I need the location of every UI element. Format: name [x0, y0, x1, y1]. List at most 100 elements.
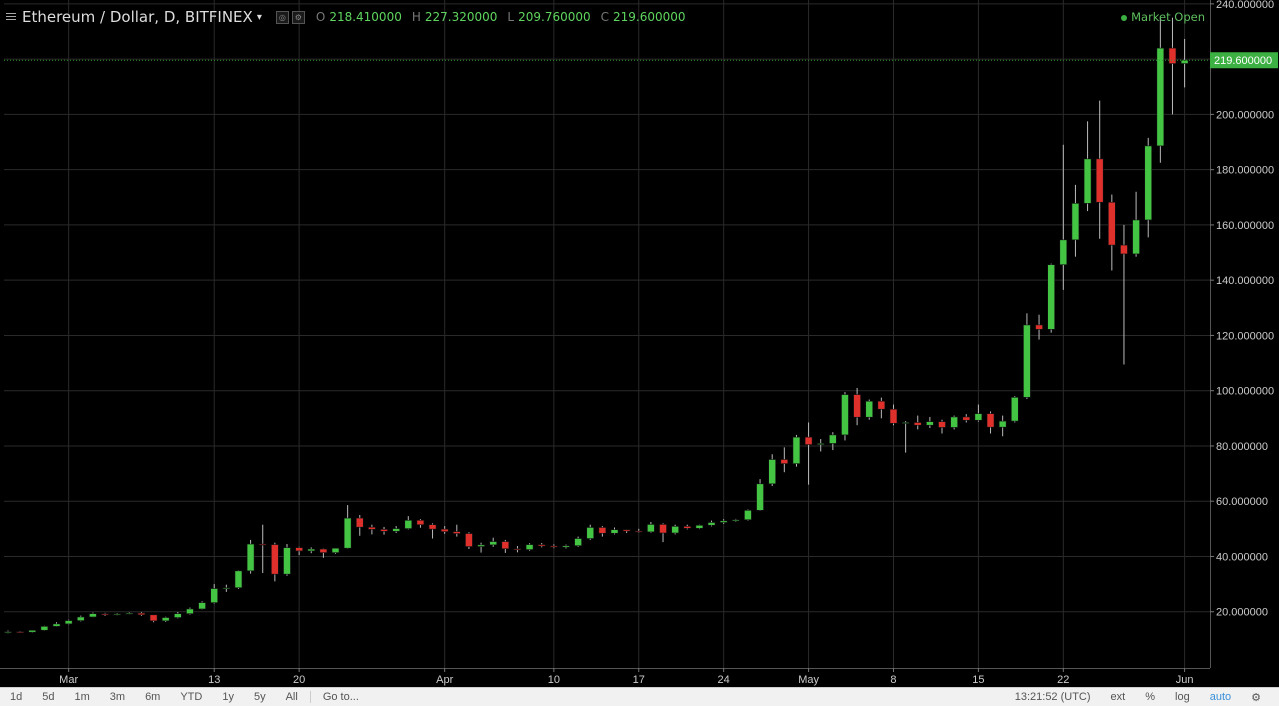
settings-icon[interactable]: ◎ — [275, 10, 289, 24]
candle-body — [343, 517, 352, 549]
clock-readout: 13:21:52 (UTC) — [1014, 691, 1091, 703]
candle-body — [913, 422, 922, 426]
close-value: 219.600000 — [613, 10, 686, 24]
candle-body — [986, 413, 995, 428]
candle-body — [901, 422, 910, 424]
candle-body — [477, 544, 485, 547]
low-key: L — [507, 10, 515, 24]
range-5d-button[interactable]: 5d — [42, 691, 55, 703]
time-tick-label: 15 — [972, 674, 984, 686]
candle-body — [1156, 47, 1165, 147]
low-value: 209.760000 — [518, 10, 591, 24]
candle-body — [1132, 219, 1140, 255]
time-tick-label: 20 — [293, 674, 305, 686]
candle-body — [465, 533, 473, 547]
candle-body — [550, 545, 558, 548]
candle-body — [865, 400, 874, 418]
candle-body — [634, 530, 643, 533]
candle-body — [198, 602, 206, 610]
percent-toggle[interactable]: % — [1145, 691, 1156, 703]
candle-body — [598, 527, 607, 534]
candle-body — [719, 520, 728, 523]
chevron-down-icon[interactable]: ▾ — [256, 11, 262, 23]
candle-body — [768, 459, 776, 485]
toolbar-divider — [309, 691, 311, 703]
candle-body — [1095, 158, 1104, 203]
symbol-title[interactable]: Ethereum / Dollar, D, BITFINEX — [22, 8, 253, 26]
candle-body — [1180, 59, 1189, 64]
candle-body — [841, 394, 849, 436]
last-price-label-bg — [1210, 52, 1278, 69]
open-key: O — [315, 10, 326, 24]
candle-body — [28, 629, 37, 633]
candle-body — [1035, 324, 1043, 330]
gear-icon[interactable]: ⚙ — [291, 10, 305, 24]
candle-body — [1083, 158, 1092, 204]
candle-body — [210, 588, 219, 603]
candles-layer — [4, 17, 1189, 634]
range-1y-button[interactable]: 1y — [222, 691, 234, 703]
range-1m-button[interactable]: 1m — [74, 691, 90, 703]
price-tick-label: 200.000000 — [1216, 109, 1274, 121]
candle-body — [416, 519, 425, 526]
candle-body — [780, 459, 789, 464]
price-tick-label: 80.000000 — [1216, 441, 1268, 453]
candle-body — [137, 612, 146, 616]
time-axis: Mar 13 20 Apr 10 17 24 May 8 15 22 Jun — [59, 668, 1193, 686]
candle-body — [16, 631, 24, 633]
candle-body — [52, 623, 61, 627]
candle-body — [295, 547, 303, 552]
candle-body — [392, 528, 400, 532]
high-value: 227.320000 — [424, 10, 498, 24]
candle-body — [938, 421, 946, 428]
candle-body — [1010, 397, 1019, 422]
price-tick-label: 100.000000 — [1216, 386, 1274, 398]
candle-body — [76, 616, 85, 621]
range-all-button[interactable]: All — [285, 691, 298, 703]
time-tick-label: 24 — [718, 674, 730, 686]
candle-body — [537, 544, 546, 547]
range-3m-button[interactable]: 3m — [109, 691, 126, 703]
candle-body — [64, 620, 73, 625]
candle-body — [707, 522, 716, 526]
candle-body — [683, 526, 692, 529]
candle-body — [586, 527, 595, 539]
candle-body — [161, 617, 170, 622]
candle-body — [950, 416, 958, 428]
candle-body — [562, 545, 570, 548]
candle-body — [89, 613, 97, 618]
ext-toggle[interactable]: ext — [1110, 691, 1126, 703]
candle-body — [307, 548, 316, 552]
price-tick-label: 60.000000 — [1216, 496, 1268, 508]
candle-body — [283, 547, 291, 575]
range-1d-button[interactable]: 1d — [10, 691, 23, 703]
bottom-toolbar: 1d 5d 1m 3m 6m YTD 1y 5y All Go to... 13… — [0, 687, 1279, 706]
range-5y-button[interactable]: 5y — [253, 691, 266, 703]
menu-icon[interactable] — [6, 12, 16, 22]
candle-body — [998, 420, 1007, 428]
candle-body — [258, 543, 267, 546]
price-tick-label: 40.000000 — [1216, 551, 1268, 563]
candle-body — [246, 543, 255, 572]
candle-body — [816, 443, 825, 445]
candle-body — [355, 517, 364, 528]
candle-body — [877, 400, 886, 410]
goto-button[interactable]: Go to... — [322, 691, 359, 703]
auto-toggle[interactable]: auto — [1209, 691, 1232, 703]
candle-body — [271, 544, 279, 575]
last-price-label: 219.600000 — [1214, 55, 1272, 67]
candle-body — [574, 538, 582, 547]
log-toggle[interactable]: log — [1175, 691, 1190, 703]
candle-body — [1120, 244, 1128, 255]
candle-body — [40, 626, 49, 631]
toolbar-right: 13:21:52 (UTC) ext % log auto ⚙ — [1005, 688, 1271, 706]
range-6m-button[interactable]: 6m — [145, 691, 161, 703]
candle-body — [101, 613, 109, 616]
candle-body — [453, 531, 461, 534]
settings-gear-icon[interactable]: ⚙ — [1251, 691, 1261, 704]
candle-body — [1168, 47, 1177, 64]
time-tick-label: 13 — [208, 674, 220, 686]
candle-body — [125, 612, 134, 615]
range-ytd-button[interactable]: YTD — [180, 691, 203, 703]
